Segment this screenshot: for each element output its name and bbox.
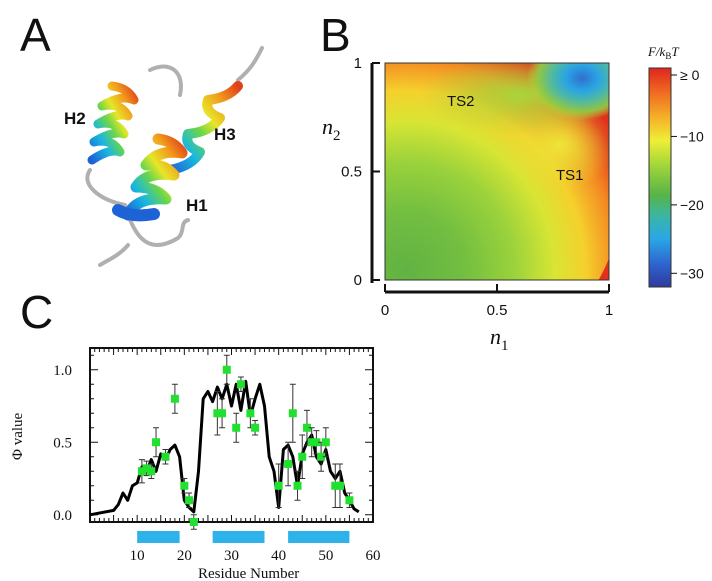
phi-data-point (147, 467, 156, 476)
ts1-label: TS1 (556, 167, 584, 184)
phi-data-point (284, 460, 293, 468)
phi-data-point (180, 481, 189, 490)
phi-data-point (152, 438, 161, 447)
phi-data-point (345, 496, 354, 505)
phi-data-point (274, 481, 283, 490)
phi-data-point (222, 365, 231, 374)
helix-h2 (87, 81, 139, 165)
ts2-label: TS2 (447, 93, 475, 110)
phi-data-point (293, 481, 302, 490)
helix-label-h2: H2 (64, 109, 86, 128)
colorbar-tick-label: −20 (680, 197, 704, 213)
helix-label-h3: H3 (214, 125, 236, 144)
phi-data-point (317, 452, 326, 461)
x-axis-label-b: n1 (490, 324, 509, 354)
phi-data-point (302, 423, 311, 432)
colorbar-tick-label: ≥ 0 (680, 67, 700, 83)
phi-data-point (189, 518, 198, 526)
colorbar-tick-label: −30 (680, 265, 704, 281)
colorbar-gradient (648, 67, 672, 288)
phi-data-point (298, 452, 307, 461)
b-ticks: 0 0.5 1 0 0.5 1 (341, 55, 613, 319)
loop-coil (85, 46, 264, 267)
panel-label-a: A (20, 9, 51, 61)
c-ticks: 10 20 30 40 50 60 0.0 0.5 1.0 (53, 363, 380, 564)
y-tick-label-c: 0.5 (53, 435, 72, 451)
x-tick-label-b: 0.5 (487, 302, 508, 319)
phi-data-point (307, 438, 316, 447)
x-tick-label-c: 10 (130, 548, 145, 564)
phi-data-point (251, 423, 260, 432)
x-tick-label-c: 20 (177, 548, 192, 564)
y-axis-label-c: Φ value (10, 412, 26, 460)
phi-data-point (246, 409, 255, 418)
protein-structure-ribbon: H2 H3 H1 (64, 46, 264, 267)
y-tick-label-c: 0.0 (53, 508, 72, 524)
y-axis-label-b: n2 (322, 114, 341, 144)
helix-h1-base (112, 204, 160, 222)
helix-bar (288, 531, 350, 543)
x-tick-label-b: 1 (605, 302, 613, 319)
phi-data-point (288, 409, 297, 418)
phi-data-point (331, 481, 340, 490)
helix-bar (137, 531, 180, 543)
x-tick-label-c: 50 (318, 548, 333, 564)
panel-label-b: B (320, 9, 351, 61)
colorbar-ticks: ≥ 0 −10 −20 −30 (671, 67, 704, 281)
phi-data-point (335, 481, 344, 490)
helix-label-h1: H1 (186, 196, 208, 215)
phi-data-point (236, 380, 245, 389)
phi-experimental-points (137, 354, 354, 530)
x-tick-label-c: 30 (224, 548, 239, 564)
phi-data-point (137, 467, 146, 476)
phi-data-point (213, 409, 222, 418)
x-tick-label-c: 40 (271, 548, 286, 564)
phi-data-point (185, 496, 194, 505)
panel-label-c: C (20, 286, 54, 338)
phi-data-point (170, 394, 179, 403)
free-energy-map: 0 0.5 1 0 0.5 1 TS2 TS1 n1 n2 (322, 55, 613, 354)
x-tick-label-c: 60 (366, 548, 381, 564)
helix-bar (212, 531, 265, 543)
phi-data-point (142, 464, 151, 473)
colorbar: F/kBT ≥ 0 −10 −20 −30 (647, 44, 704, 288)
phi-data-point (312, 438, 321, 447)
phi-data-point (161, 452, 170, 461)
colorbar-title: F/kBT (647, 44, 679, 61)
map-frame (384, 62, 610, 281)
y-tick-label-b: 0 (354, 272, 362, 289)
x-axis-label-c: Residue Number (198, 566, 299, 581)
colorbar-tick-label: −10 (680, 128, 704, 144)
helix-h1 (122, 133, 188, 221)
helix-h3 (165, 81, 243, 175)
folded-basin (527, 63, 609, 120)
y-tick-label-c: 1.0 (53, 363, 72, 379)
c-minor-ticks (90, 348, 373, 522)
helix-bars (137, 531, 350, 543)
phi-data-point (321, 438, 330, 447)
free-energy-surface (385, 63, 609, 280)
y-tick-label-b: 1 (354, 55, 362, 72)
plot-frame-c (89, 347, 374, 523)
y-tick-label-b: 0.5 (341, 164, 362, 181)
phi-value-plot: 10 20 30 40 50 60 0.0 0.5 1.0 Residue Number Φ v… (10, 347, 381, 581)
phi-data-point (218, 409, 227, 418)
x-tick-label-b: 0 (381, 302, 389, 319)
phi-data-point (232, 423, 241, 432)
